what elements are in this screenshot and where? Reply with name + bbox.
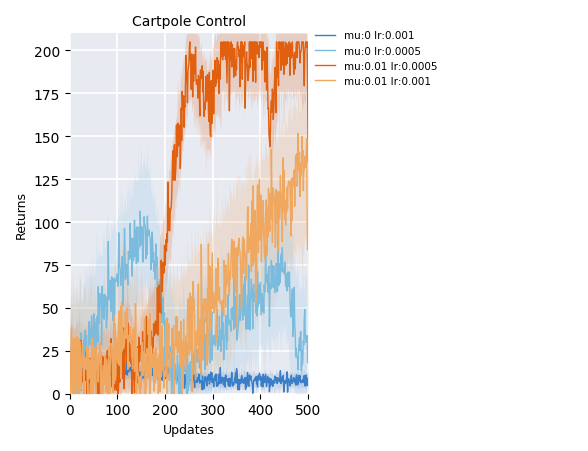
- Line: mu:0.01 lr:0.001: mu:0.01 lr:0.001: [69, 134, 308, 394]
- mu:0 lr:0.001: [249, 391, 256, 396]
- mu:0.01 lr:0.0005: [126, 339, 133, 344]
- Line: mu:0 lr:0.0005: mu:0 lr:0.0005: [69, 212, 308, 394]
- mu:0 lr:0.0005: [223, 314, 230, 319]
- mu:0 lr:0.001: [223, 378, 230, 384]
- Legend: mu:0 lr:0.001, mu:0 lr:0.0005, mu:0.01 lr:0.0005, mu:0.01 lr:0.001: mu:0 lr:0.001, mu:0 lr:0.0005, mu:0.01 l…: [310, 27, 442, 91]
- mu:0.01 lr:0.0005: [305, 160, 312, 165]
- mu:0.01 lr:0.0005: [136, 359, 143, 365]
- Line: mu:0 lr:0.001: mu:0 lr:0.001: [69, 362, 308, 393]
- mu:0.01 lr:0.001: [220, 300, 227, 305]
- mu:0.01 lr:0.001: [305, 226, 312, 231]
- mu:0 lr:0.001: [265, 379, 272, 384]
- mu:0.01 lr:0.001: [295, 131, 302, 137]
- mu:0.01 lr:0.0005: [223, 81, 230, 87]
- mu:0.01 lr:0.0005: [75, 391, 82, 396]
- mu:0 lr:0.0005: [136, 225, 143, 230]
- mu:0 lr:0.001: [136, 370, 143, 376]
- mu:0 lr:0.001: [305, 376, 312, 381]
- mu:0.01 lr:0.001: [153, 375, 160, 381]
- Title: Cartpole Control: Cartpole Control: [132, 15, 246, 29]
- mu:0 lr:0.0005: [66, 377, 73, 382]
- mu:0 lr:0.0005: [305, 347, 312, 352]
- mu:0.01 lr:0.001: [66, 391, 73, 396]
- mu:0.01 lr:0.0005: [66, 387, 73, 393]
- mu:0.01 lr:0.001: [125, 340, 132, 345]
- mu:0 lr:0.001: [126, 366, 133, 371]
- mu:0.01 lr:0.001: [263, 253, 270, 258]
- mu:0 lr:0.001: [112, 359, 119, 364]
- mu:0 lr:0.0005: [126, 257, 133, 262]
- mu:0.01 lr:0.0005: [153, 325, 161, 331]
- X-axis label: Updates: Updates: [163, 423, 215, 436]
- mu:0 lr:0.001: [153, 364, 161, 369]
- mu:0.01 lr:0.0005: [220, 40, 228, 46]
- mu:0.01 lr:0.001: [135, 385, 142, 391]
- mu:0 lr:0.0005: [220, 344, 228, 349]
- mu:0 lr:0.0005: [154, 292, 161, 298]
- mu:0.01 lr:0.001: [222, 263, 229, 268]
- mu:0.01 lr:0.0005: [186, 40, 193, 46]
- Line: mu:0.01 lr:0.0005: mu:0.01 lr:0.0005: [69, 43, 308, 394]
- mu:0 lr:0.001: [220, 382, 227, 388]
- mu:0 lr:0.001: [66, 369, 73, 374]
- Y-axis label: Returns: Returns: [15, 190, 28, 238]
- mu:0 lr:0.0005: [136, 209, 143, 214]
- mu:0.01 lr:0.0005: [265, 107, 272, 112]
- mu:0 lr:0.0005: [265, 290, 272, 295]
- mu:0 lr:0.0005: [71, 391, 78, 396]
